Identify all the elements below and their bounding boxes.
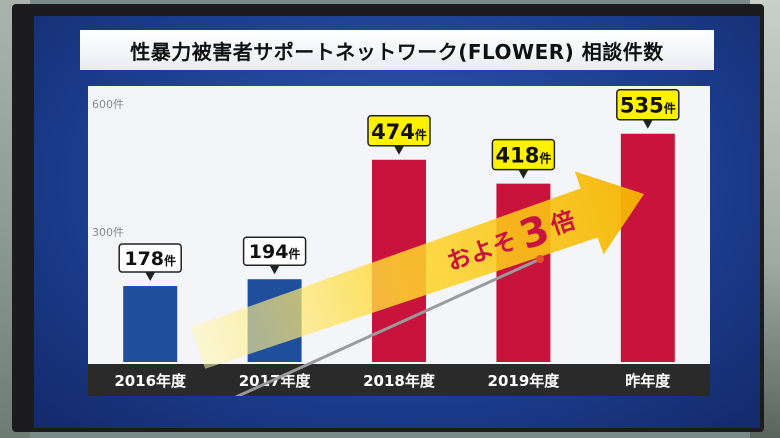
presenter-pointer	[234, 258, 540, 396]
data-label-pointer	[269, 265, 280, 275]
data-label-pointer	[394, 145, 404, 155]
x-tick-label: 2017年度	[239, 372, 312, 390]
bar-1	[123, 286, 178, 362]
title-banner: 性暴力被害者サポートネットワーク(FLOWER) 相談件数	[80, 30, 714, 70]
data-label-1: 178件	[118, 243, 182, 282]
growth-arrow-shape	[190, 171, 645, 369]
x-tick-label: 昨年度	[625, 372, 671, 390]
y-tick-label: 600件	[92, 98, 124, 111]
tv-monitor: 性暴力被害者サポートネットワーク(FLOWER) 相談件数 300件 600件 およ…	[12, 4, 764, 432]
category-strip	[88, 364, 710, 396]
data-label-text: 418件	[495, 144, 551, 168]
x-tick-label: 2019年度	[488, 372, 561, 390]
data-label-box	[616, 88, 680, 121]
chart-title: 性暴力被害者サポートネットワーク(FLOWER) 相談件数	[130, 39, 664, 64]
data-label-text: 194件	[249, 241, 301, 263]
x-tick-label: 2018年度	[363, 372, 436, 390]
data-label-3: 474件	[367, 115, 431, 155]
y-tick-label: 300件	[92, 226, 124, 239]
data-label-text: 474件	[371, 120, 427, 144]
data-label-5: 535件	[616, 88, 680, 129]
bar-5	[620, 133, 675, 362]
plot-area: 300件 600件 およそ 3 倍 178件 194件 474件 418件 535件 2016年度 2…	[88, 86, 710, 396]
pointer-tip	[536, 255, 544, 263]
data-label-pointer	[518, 169, 529, 179]
x-tick-label: 2016年度	[114, 372, 187, 390]
data-label-box	[367, 115, 431, 147]
data-label-2: 194件	[242, 236, 307, 275]
data-label-pointer	[145, 272, 156, 282]
data-label-text: 178件	[124, 248, 176, 270]
tv-screen: 性暴力被害者サポートネットワーク(FLOWER) 相談件数 300件 600件 およ…	[34, 16, 760, 428]
data-label-4: 418件	[491, 138, 556, 179]
data-label-text: 535件	[620, 94, 676, 118]
data-label-pointer	[642, 119, 653, 129]
